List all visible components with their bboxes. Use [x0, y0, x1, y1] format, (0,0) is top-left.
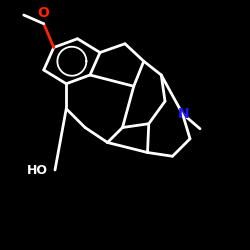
Text: N: N [178, 107, 190, 121]
Text: O: O [37, 6, 49, 20]
Text: HO: HO [26, 164, 48, 176]
